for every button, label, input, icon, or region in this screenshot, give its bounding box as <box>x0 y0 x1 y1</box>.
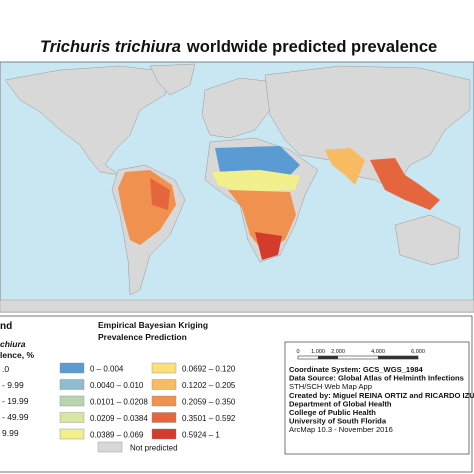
legend-left-line: chiura <box>0 339 26 349</box>
antarctica <box>0 299 474 313</box>
info-line: Department of Global Health <box>289 399 392 408</box>
info-line: Data Source: Global Atlas of Helminth In… <box>289 374 464 383</box>
scale-label: 1,000 <box>311 349 325 355</box>
legend-left-item: .0 <box>2 364 9 374</box>
legend-swatch <box>151 428 177 440</box>
legend-label: 0.0040 – 0.010 <box>90 381 144 390</box>
info-line: ArcMap 10.3 - November 2016 <box>289 425 393 434</box>
legend-label: 0.0389 – 0.069 <box>90 431 144 440</box>
legend-label: 0.0692 – 0.120 <box>182 365 236 374</box>
legend-swatch <box>151 362 177 374</box>
legend-label: 0.3501 – 0.592 <box>182 414 236 423</box>
legend-swatch <box>151 379 177 390</box>
africa-north-low <box>215 146 300 175</box>
title: Trichuris trichiura worldwide predicted p… <box>40 38 437 56</box>
legend-swatch <box>59 412 85 423</box>
legend-swatch <box>151 395 177 407</box>
southeast-asia-prevalence <box>370 158 440 210</box>
legend-label: 0.0209 – 0.0384 <box>90 414 148 423</box>
ebk-title: Prevalence Prediction <box>98 332 187 342</box>
south-america-high <box>150 178 170 210</box>
legend-frame: nd chiura lence, % Empirical Bayesian Kr… <box>0 315 473 473</box>
legend-swatch <box>59 362 85 374</box>
legend-swatch <box>151 412 177 423</box>
scale-label: 0 <box>296 349 299 355</box>
greenland <box>149 63 196 96</box>
legend-label: 0.1202 – 0.205 <box>182 381 236 390</box>
legend-left-line: lence, % <box>0 350 34 360</box>
scale-bar <box>318 356 338 359</box>
legend-swatch <box>59 395 85 407</box>
legend-label: 0.2059 – 0.350 <box>182 398 236 407</box>
legend-left-item: - 9.99 <box>2 380 24 390</box>
africa-sahel <box>212 170 300 192</box>
legend-label: 0 – 0.004 <box>90 365 124 374</box>
legend-label: 0.5924 – 1 <box>182 431 220 440</box>
info-line: University of South Florida <box>289 417 387 426</box>
info-line: STH/SCH Web Map App <box>289 382 372 391</box>
title-species: Trichuris trichiura <box>40 38 181 56</box>
scale-label: 2,000 <box>331 349 345 355</box>
scale-label: 6,000 <box>411 349 425 355</box>
info-line: College of Public Health <box>289 408 376 417</box>
legend-left-item: - 49.99 <box>2 412 29 422</box>
info-line: Created by: Miguel REINA ORTIZ and RICAR… <box>289 391 474 400</box>
map <box>0 61 474 313</box>
south-asia-prevalence <box>325 148 365 185</box>
legend-left-heading: nd <box>0 321 12 332</box>
scale-bar <box>378 356 418 359</box>
info-line: Coordinate System: GCS_WGS_1984 <box>289 365 424 374</box>
scale-label: 4,000 <box>371 349 385 355</box>
legend-swatch <box>59 379 85 390</box>
legend-label: Not predicted <box>130 444 178 453</box>
legend-label: 0.0101 – 0.0208 <box>90 398 148 407</box>
africa-south-high <box>255 232 282 260</box>
title-rest: worldwide predicted prevalence <box>186 38 437 56</box>
europe <box>201 77 276 139</box>
legend-left-item: 9.99 <box>2 428 19 438</box>
ebk-title: Empirical Bayesian Kriging <box>98 320 208 330</box>
legend-swatch <box>59 428 85 440</box>
legend-left-item: - 19.99 <box>2 396 29 406</box>
info-box <box>284 341 470 455</box>
africa-central <box>228 190 296 250</box>
legend-swatch <box>97 441 123 453</box>
australia <box>394 214 461 266</box>
